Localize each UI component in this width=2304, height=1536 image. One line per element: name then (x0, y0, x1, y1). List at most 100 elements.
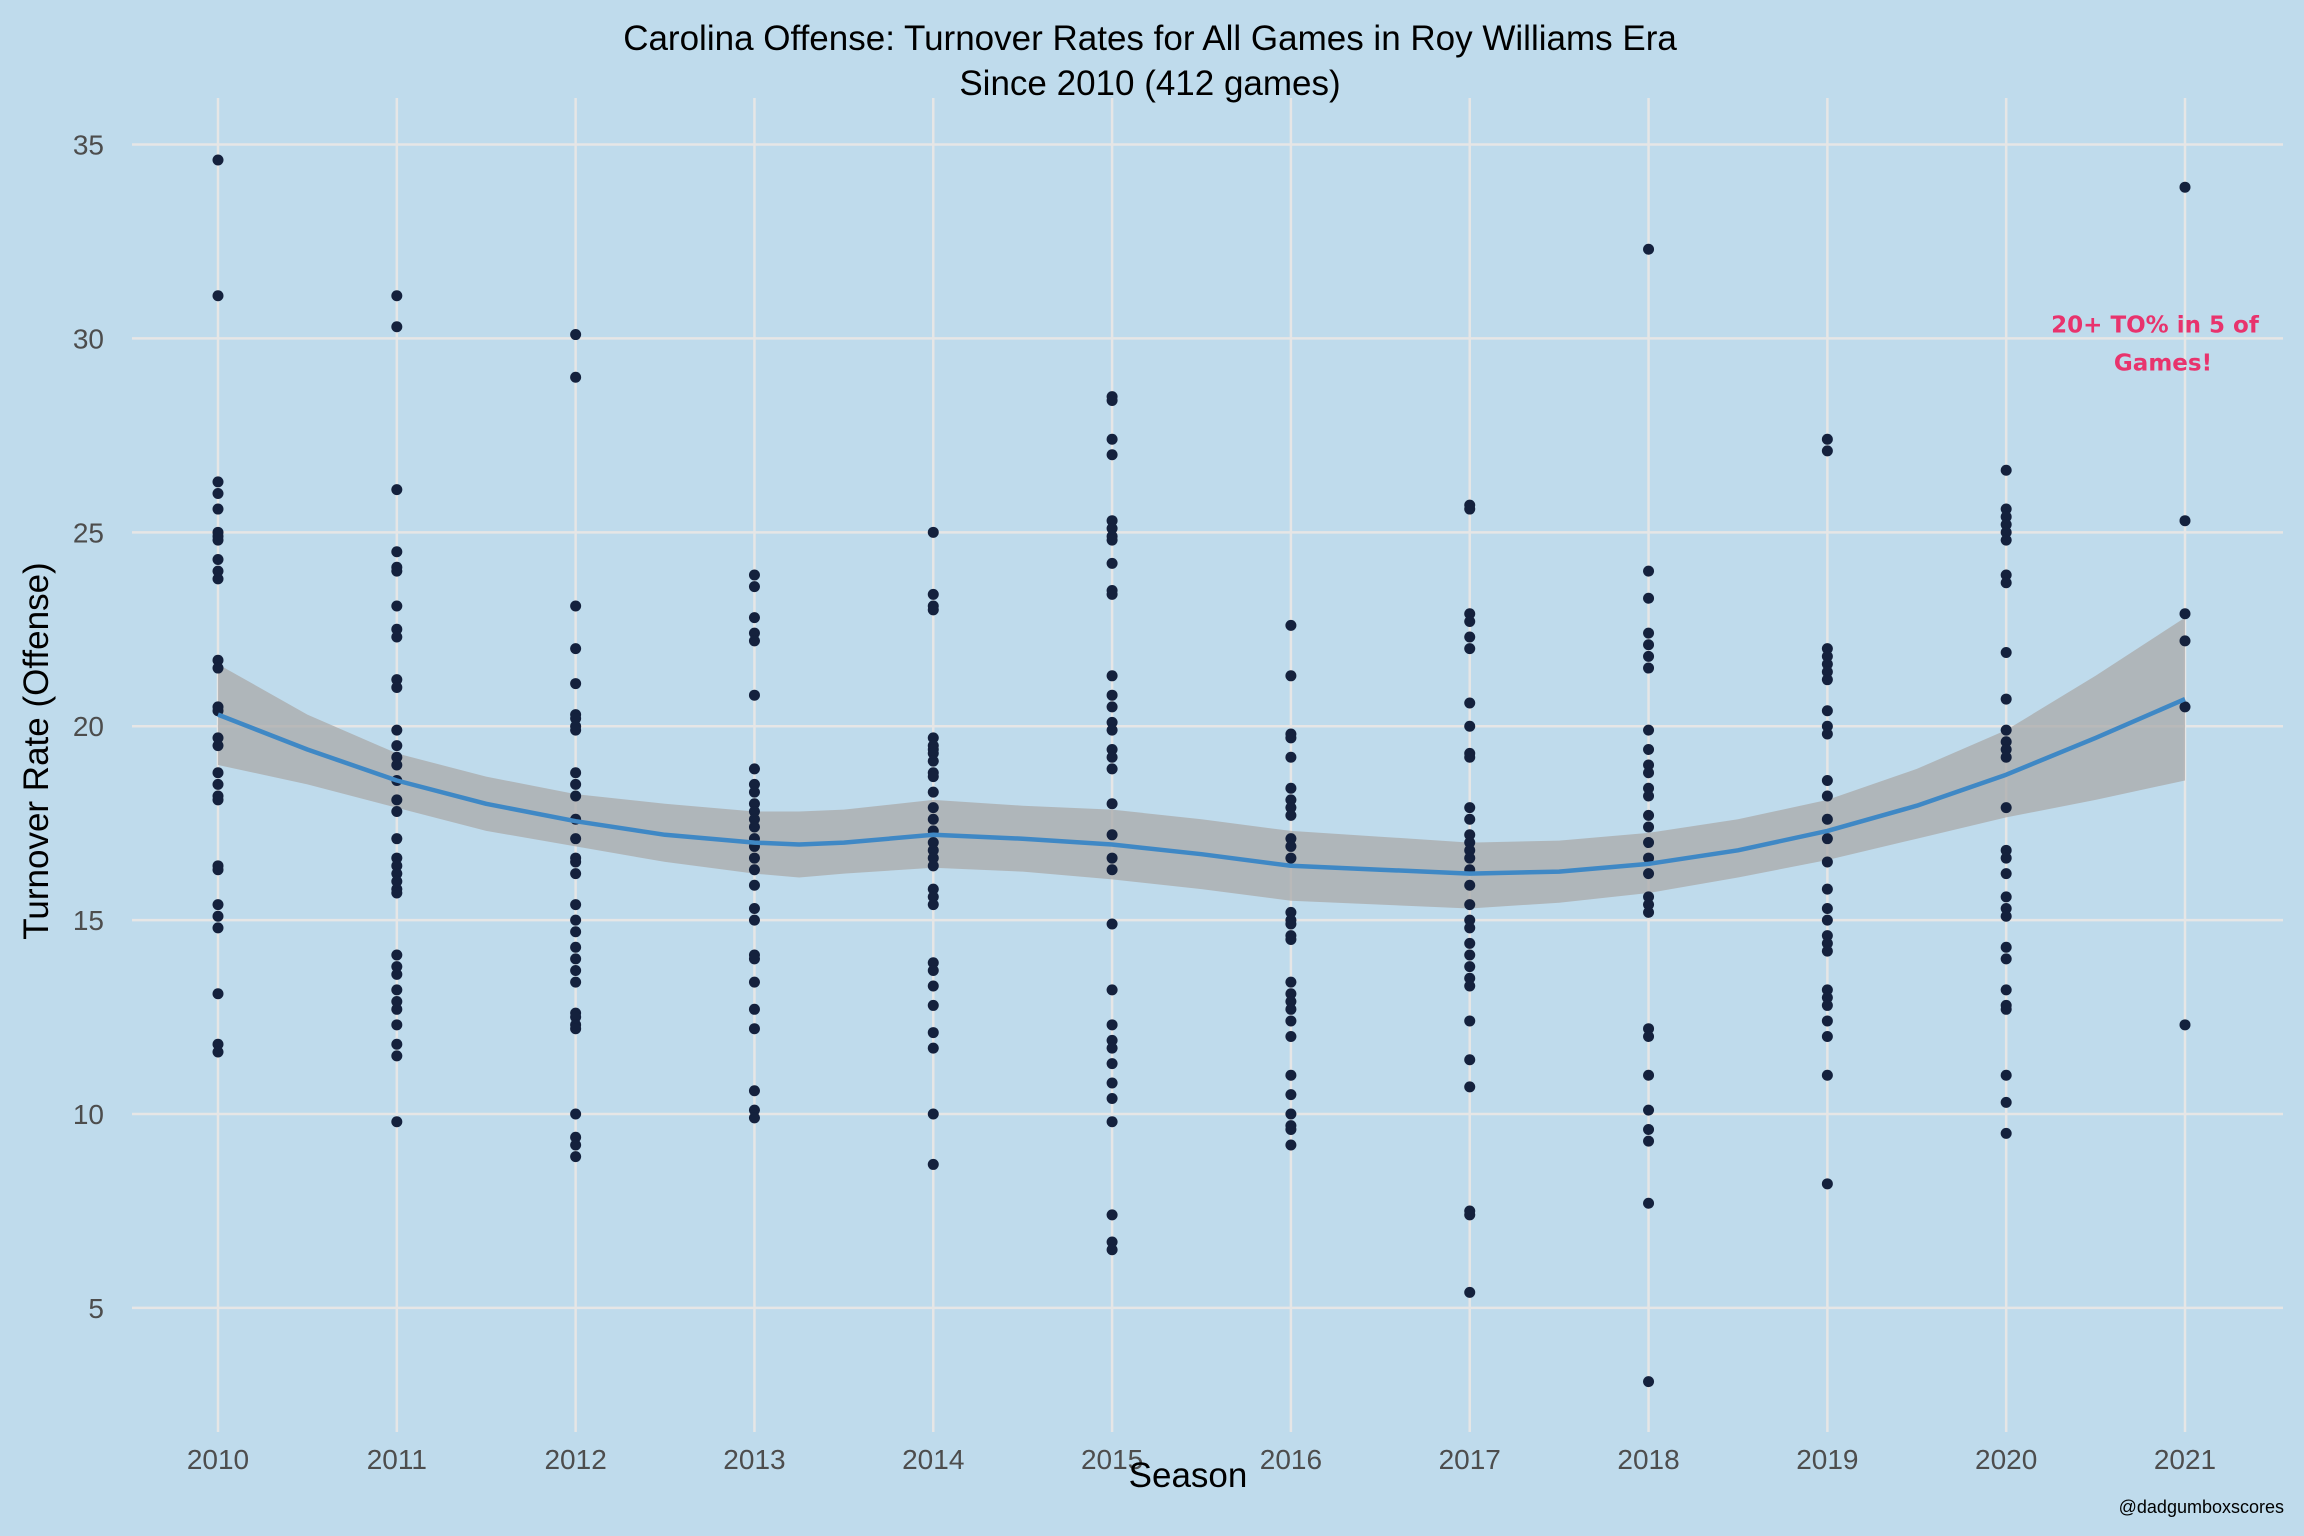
data-point-2015-2 (1106, 433, 1118, 445)
data-point-2016-28 (1285, 1139, 1297, 1151)
data-point-2014-4 (927, 732, 939, 744)
data-point-2019-2 (1821, 643, 1833, 655)
data-point-2019-24 (1821, 1015, 1833, 1027)
data-point-2017-20 (1464, 922, 1476, 934)
data-point-2015-21 (1106, 852, 1118, 864)
data-point-2012-10 (570, 778, 582, 790)
data-point-2011-3 (391, 546, 403, 558)
data-point-2014-11 (927, 786, 939, 798)
data-point-2012-2 (570, 600, 582, 612)
annotation-line-1: 20+ TO% in 5 of (2051, 312, 2260, 338)
x-tick-label-2011: 2011 (367, 1444, 427, 1475)
data-point-2015-8 (1106, 557, 1118, 569)
data-point-2018-5 (1643, 650, 1655, 662)
x-tick-label-2010: 2010 (187, 1444, 249, 1475)
data-point-2019-22 (1821, 992, 1833, 1004)
data-point-2016-23 (1285, 1069, 1297, 1081)
data-point-2015-7 (1106, 534, 1118, 546)
data-point-2017-5 (1464, 643, 1476, 655)
data-point-2013-16 (748, 864, 760, 876)
data-point-2018-13 (1643, 809, 1655, 821)
data-point-2019-11 (1821, 790, 1833, 802)
data-point-2020-21 (2000, 941, 2012, 953)
data-point-2016-5 (1285, 782, 1297, 794)
confidence-band-area (218, 617, 2185, 909)
data-point-2012-0 (570, 329, 582, 341)
data-point-2010-3 (212, 488, 224, 500)
data-point-2018-18 (1643, 891, 1655, 903)
data-point-2015-1 (1106, 394, 1118, 406)
data-point-2019-14 (1821, 856, 1833, 868)
data-point-2014-28 (927, 1108, 939, 1120)
data-point-2011-26 (391, 961, 403, 973)
x-tick-label-2020: 2020 (1975, 1444, 2037, 1475)
data-point-2012-17 (570, 899, 582, 911)
data-point-2014-21 (927, 899, 939, 911)
data-point-2018-9 (1643, 759, 1655, 771)
data-point-2014-20 (927, 891, 939, 903)
x-tick-label-2014: 2014 (902, 1444, 964, 1475)
data-point-2010-27 (212, 1038, 224, 1050)
data-point-2010-23 (212, 899, 224, 911)
data-point-2017-25 (1464, 980, 1476, 992)
data-point-2015-24 (1106, 984, 1118, 996)
data-point-2012-11 (570, 790, 582, 802)
data-point-2013-10 (748, 806, 760, 818)
data-point-2014-26 (927, 1027, 939, 1039)
data-point-2010-15 (212, 732, 224, 744)
data-point-2021-5 (2179, 1019, 2191, 1031)
data-point-2020-22 (2000, 953, 2012, 965)
data-point-2017-2 (1464, 608, 1476, 620)
data-point-2015-32 (1106, 1209, 1118, 1221)
data-point-2015-25 (1106, 1019, 1118, 1031)
data-point-2016-20 (1285, 1003, 1297, 1015)
data-point-2019-9 (1821, 728, 1833, 740)
data-point-2014-23 (927, 965, 939, 977)
data-point-2012-30 (570, 1139, 582, 1151)
data-point-2012-9 (570, 767, 582, 779)
data-point-2018-7 (1643, 724, 1655, 736)
data-point-2019-8 (1821, 720, 1833, 732)
data-point-2011-27 (391, 968, 403, 980)
data-point-2011-9 (391, 674, 403, 686)
data-point-2014-7 (927, 747, 939, 759)
data-point-2019-13 (1821, 833, 1833, 845)
y-tick-label-15: 15 (73, 905, 104, 936)
data-point-2017-6 (1464, 697, 1476, 709)
data-point-2021-4 (2179, 701, 2191, 713)
data-point-2013-17 (748, 879, 760, 891)
data-point-2017-24 (1464, 972, 1476, 984)
data-point-2014-15 (927, 837, 939, 849)
data-point-2011-0 (391, 290, 403, 302)
data-point-2017-27 (1464, 1054, 1476, 1066)
data-point-2011-31 (391, 1019, 403, 1031)
data-point-2011-10 (391, 681, 403, 693)
data-point-2013-7 (748, 778, 760, 790)
data-point-2011-1 (391, 321, 403, 333)
data-point-2020-10 (2000, 724, 2012, 736)
data-point-2010-1 (212, 290, 224, 302)
data-point-2019-26 (1821, 1069, 1833, 1081)
data-point-2015-30 (1106, 1093, 1118, 1104)
x-tick-label-2019: 2019 (1796, 1444, 1858, 1475)
data-point-2018-27 (1643, 1197, 1655, 1209)
data-point-2018-0 (1643, 243, 1655, 255)
data-point-2013-24 (748, 1023, 760, 1035)
data-point-2018-3 (1643, 627, 1655, 639)
data-point-2015-12 (1106, 689, 1118, 701)
data-point-2016-19 (1285, 996, 1297, 1008)
data-point-2020-3 (2000, 519, 2012, 531)
data-point-2014-10 (927, 771, 939, 783)
data-point-2015-5 (1106, 522, 1118, 534)
data-point-2013-0 (748, 569, 760, 581)
data-point-2015-34 (1106, 1244, 1118, 1256)
x-tick-label-2012: 2012 (544, 1444, 606, 1475)
data-point-2018-16 (1643, 852, 1655, 864)
chart-subtitle: Since 2010 (412 games) (959, 64, 1340, 103)
data-point-2020-27 (2000, 1096, 2012, 1108)
data-point-2018-22 (1643, 1030, 1655, 1042)
data-point-2010-4 (212, 503, 224, 515)
data-point-2011-17 (391, 806, 403, 818)
data-point-2015-22 (1106, 864, 1118, 876)
data-point-2020-9 (2000, 693, 2012, 705)
